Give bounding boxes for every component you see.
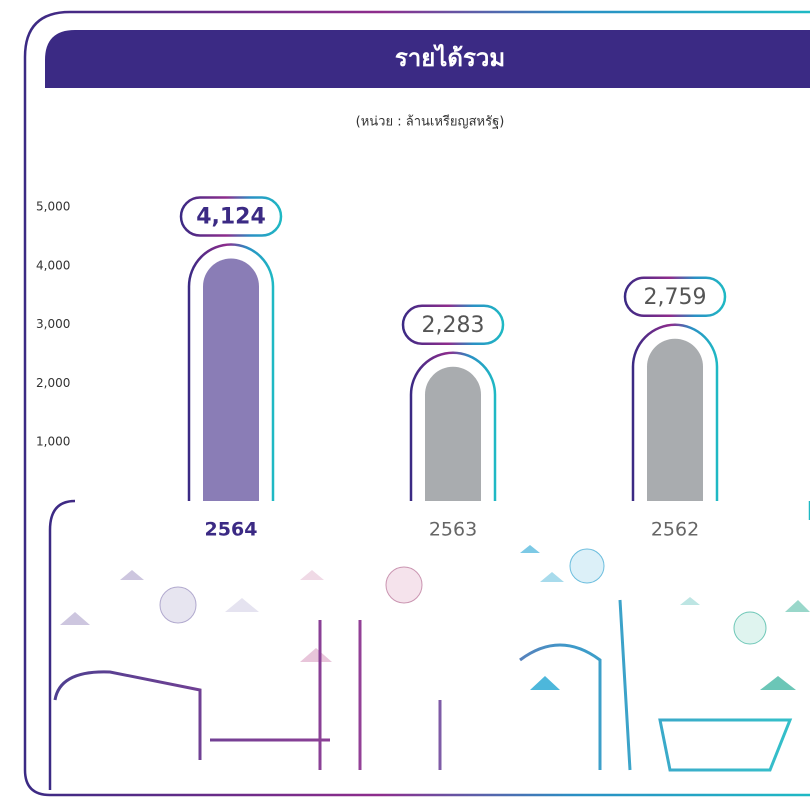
bar	[425, 366, 481, 501]
chart-title: รายได้รวม	[395, 43, 505, 72]
y-tick-label: 5,000	[36, 200, 70, 214]
header-banner	[45, 30, 810, 88]
value-label: 2,283	[422, 313, 485, 338]
x-tick-label: 2564	[205, 519, 258, 541]
value-label-pill	[623, 276, 727, 318]
bar	[203, 258, 259, 501]
value-label: 2,759	[644, 285, 707, 310]
lower-frame	[48, 499, 810, 790]
x-tick-label: 2562	[651, 519, 699, 541]
y-tick-label: 4,000	[36, 258, 70, 272]
y-tick-label: 1,000	[36, 435, 70, 449]
bar	[647, 338, 703, 501]
frame	[23, 10, 810, 797]
value-label-pill	[401, 304, 505, 346]
value-label: 4,124	[196, 205, 266, 230]
x-tick-label: 2563	[429, 519, 477, 541]
y-tick-label: 3,000	[36, 317, 70, 331]
value-label-pill	[179, 196, 283, 237]
y-tick-label: 2,000	[36, 376, 70, 390]
decoration	[53, 545, 810, 772]
chart-subtitle: (หน่วย : ล้านเหรียญสหรัฐ)	[356, 114, 505, 130]
